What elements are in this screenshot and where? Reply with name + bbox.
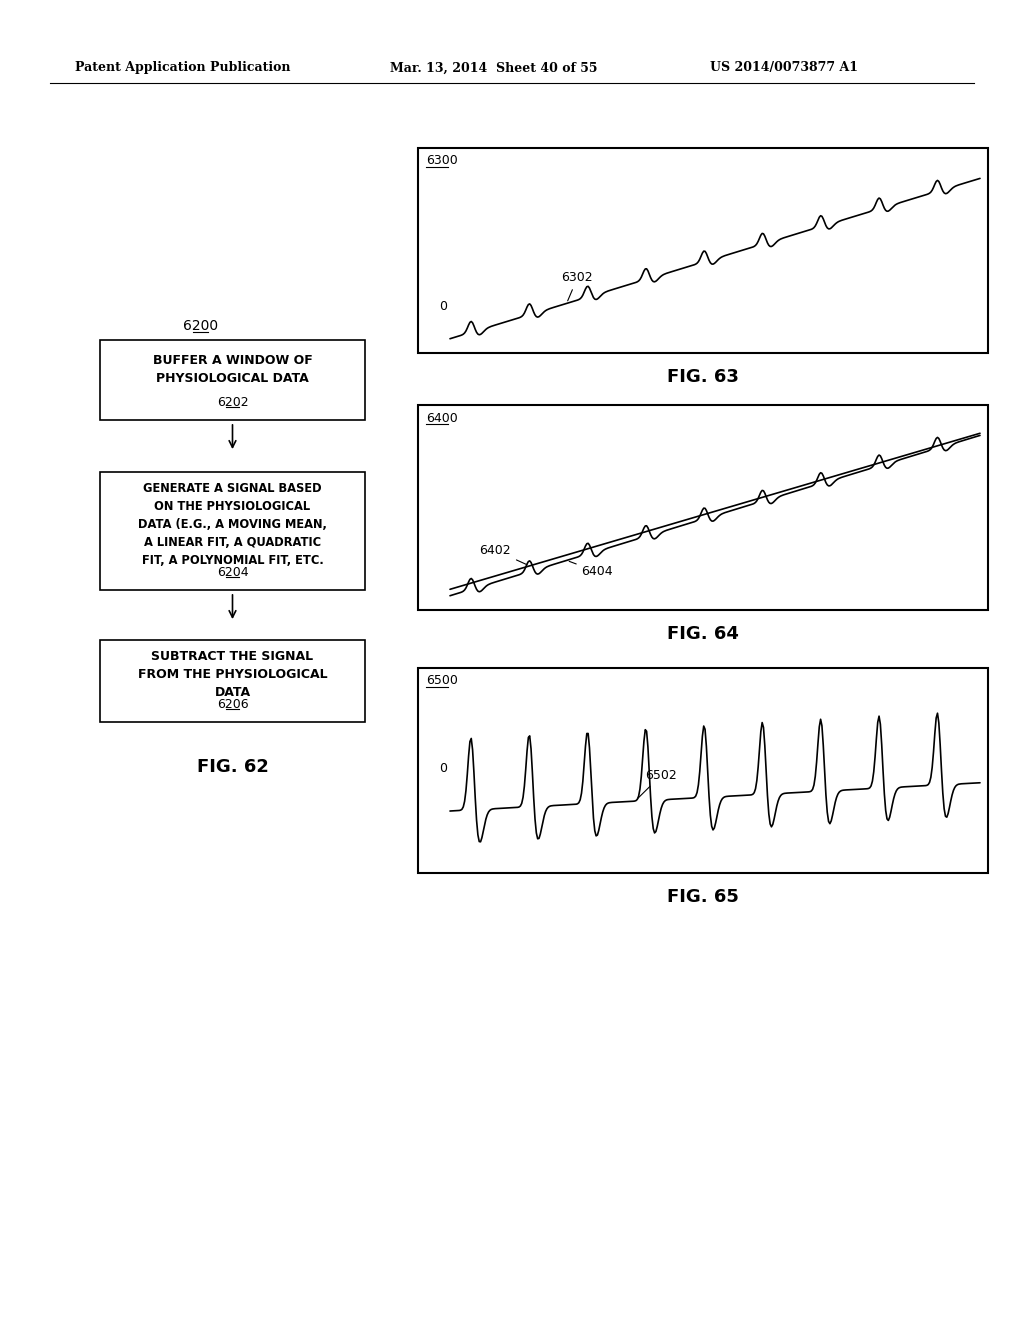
Bar: [418, 668, 988, 873]
Text: US 2014/0073877 A1: US 2014/0073877 A1: [710, 62, 858, 74]
Text: 6200: 6200: [183, 319, 218, 333]
Text: A LINEAR FIT, A QUADRATIC: A LINEAR FIT, A QUADRATIC: [144, 536, 322, 549]
Text: ON THE PHYSIOLOGICAL: ON THE PHYSIOLOGICAL: [155, 499, 310, 512]
Bar: [100, 341, 365, 420]
Text: 6202: 6202: [217, 396, 248, 408]
Bar: [100, 640, 365, 722]
Text: PHYSIOLOGICAL DATA: PHYSIOLOGICAL DATA: [156, 371, 309, 384]
Text: SUBTRACT THE SIGNAL: SUBTRACT THE SIGNAL: [152, 649, 313, 663]
Text: FIG. 65: FIG. 65: [667, 888, 739, 906]
Text: FIG. 64: FIG. 64: [667, 624, 739, 643]
Text: GENERATE A SIGNAL BASED: GENERATE A SIGNAL BASED: [143, 482, 322, 495]
Text: 6206: 6206: [217, 697, 248, 710]
Text: DATA (E.G., A MOVING MEAN,: DATA (E.G., A MOVING MEAN,: [138, 517, 327, 531]
Text: 6500: 6500: [426, 675, 458, 688]
Text: 0: 0: [439, 762, 447, 775]
Text: 6404: 6404: [569, 561, 613, 578]
Text: 6204: 6204: [217, 565, 248, 578]
Text: 6300: 6300: [426, 154, 458, 168]
Bar: [100, 473, 365, 590]
Text: 6502: 6502: [638, 768, 677, 799]
Text: FIG. 62: FIG. 62: [197, 758, 268, 776]
Text: Patent Application Publication: Patent Application Publication: [75, 62, 291, 74]
Text: 6400: 6400: [426, 412, 458, 425]
Text: DATA: DATA: [214, 685, 251, 698]
Text: FIT, A POLYNOMIAL FIT, ETC.: FIT, A POLYNOMIAL FIT, ETC.: [141, 553, 324, 566]
Bar: [418, 405, 988, 610]
Text: FIG. 63: FIG. 63: [667, 368, 739, 385]
Text: BUFFER A WINDOW OF: BUFFER A WINDOW OF: [153, 354, 312, 367]
Text: 6302: 6302: [561, 272, 593, 301]
Bar: [418, 148, 988, 352]
Text: FROM THE PHYSIOLOGICAL: FROM THE PHYSIOLOGICAL: [137, 668, 328, 681]
Text: 0: 0: [439, 300, 447, 313]
Text: Mar. 13, 2014  Sheet 40 of 55: Mar. 13, 2014 Sheet 40 of 55: [390, 62, 597, 74]
Text: 6402: 6402: [479, 544, 527, 565]
